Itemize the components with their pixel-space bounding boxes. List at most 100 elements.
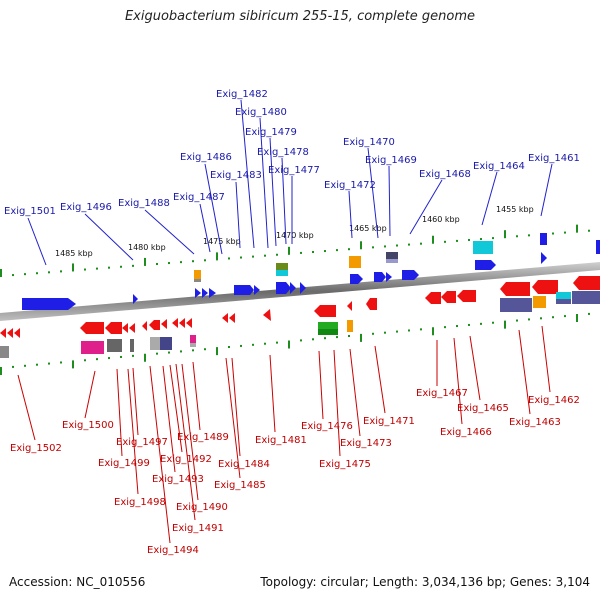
gene-arrow[interactable] <box>457 290 476 302</box>
gene-arrow[interactable] <box>475 260 496 270</box>
gene-arrow[interactable] <box>500 282 530 296</box>
gene-arrow[interactable] <box>386 272 392 282</box>
gene-arrow[interactable] <box>425 292 441 304</box>
gene-label[interactable]: Exig_1478 <box>257 147 309 158</box>
gene-block[interactable] <box>540 233 547 245</box>
gene-arrow[interactable] <box>222 313 228 323</box>
gene-label[interactable]: Exig_1498 <box>114 497 166 508</box>
gene-label[interactable]: Exig_1472 <box>324 180 376 191</box>
gene-block[interactable] <box>81 341 104 354</box>
gene-block[interactable] <box>194 270 201 279</box>
gene-label[interactable]: Exig_1493 <box>152 474 204 485</box>
gene-block[interactable] <box>150 337 160 350</box>
gene-block[interactable] <box>318 322 338 329</box>
gene-block[interactable] <box>349 256 361 268</box>
gene-label[interactable]: Exig_1483 <box>210 170 262 181</box>
gene-block[interactable] <box>347 320 353 332</box>
gene-arrow[interactable] <box>254 285 260 295</box>
gene-label[interactable]: Exig_1488 <box>118 198 170 209</box>
gene-arrow[interactable] <box>186 318 192 328</box>
gene-arrow[interactable] <box>122 323 128 333</box>
gene-label[interactable]: Exig_1477 <box>268 165 320 176</box>
gene-arrow[interactable] <box>532 280 558 294</box>
gene-label[interactable]: Exig_1502 <box>10 443 62 454</box>
gene-arrow[interactable] <box>0 328 6 338</box>
gene-block[interactable] <box>130 339 134 352</box>
gene-arrow[interactable] <box>133 294 138 304</box>
gene-label[interactable]: Exig_1481 <box>255 435 307 446</box>
gene-label[interactable]: Exig_1465 <box>457 403 509 414</box>
gene-block[interactable] <box>556 299 571 304</box>
gene-label[interactable]: Exig_1475 <box>319 459 371 470</box>
gene-arrow[interactable] <box>290 282 296 294</box>
gene-arrow[interactable] <box>161 319 167 329</box>
gene-label[interactable]: Exig_1473 <box>340 438 392 449</box>
gene-arrow[interactable] <box>7 328 13 338</box>
gene-arrow[interactable] <box>300 282 306 294</box>
gene-label[interactable]: Exig_1484 <box>218 459 270 470</box>
gene-arrow[interactable] <box>366 298 377 310</box>
gene-label[interactable]: Exig_1496 <box>60 202 112 213</box>
gene-block[interactable] <box>533 296 546 308</box>
gene-block[interactable] <box>276 263 288 270</box>
gene-block[interactable] <box>596 240 600 254</box>
gene-block[interactable] <box>572 291 600 304</box>
gene-label[interactable]: Exig_1485 <box>214 480 266 491</box>
gene-label[interactable]: Exig_1470 <box>343 137 395 148</box>
gene-arrow[interactable] <box>142 321 147 331</box>
gene-label[interactable]: Exig_1464 <box>473 161 525 172</box>
gene-arrow[interactable] <box>276 282 291 294</box>
gene-label[interactable]: Exig_1492 <box>160 454 212 465</box>
gene-label[interactable]: Exig_1466 <box>440 427 492 438</box>
gene-arrow[interactable] <box>22 298 76 310</box>
gene-label[interactable]: Exig_1482 <box>216 89 268 100</box>
gene-arrow[interactable] <box>202 288 208 298</box>
gene-arrow[interactable] <box>172 318 178 328</box>
gene-label[interactable]: Exig_1494 <box>147 545 199 556</box>
gene-block[interactable] <box>190 343 196 347</box>
gene-arrow[interactable] <box>350 274 363 284</box>
gene-arrow[interactable] <box>195 288 201 298</box>
gene-arrow[interactable] <box>263 309 271 321</box>
gene-arrow[interactable] <box>573 276 600 290</box>
gene-label[interactable]: Exig_1469 <box>365 155 417 166</box>
gene-block[interactable] <box>160 337 172 350</box>
gene-label[interactable]: Exig_1479 <box>245 127 297 138</box>
gene-arrow[interactable] <box>14 328 20 338</box>
gene-block[interactable] <box>190 335 196 343</box>
gene-arrow[interactable] <box>234 285 254 295</box>
gene-label[interactable]: Exig_1468 <box>419 169 471 180</box>
gene-arrow[interactable] <box>105 322 122 334</box>
gene-label[interactable]: Exig_1476 <box>301 421 353 432</box>
gene-block[interactable] <box>500 298 532 312</box>
gene-label[interactable]: Exig_1497 <box>116 437 168 448</box>
gene-label[interactable]: Exig_1489 <box>177 432 229 443</box>
gene-arrow[interactable] <box>179 318 185 328</box>
gene-label[interactable]: Exig_1501 <box>4 206 56 217</box>
gene-label[interactable]: Exig_1467 <box>416 388 468 399</box>
gene-arrow[interactable] <box>541 252 547 264</box>
gene-arrow[interactable] <box>209 288 216 298</box>
gene-block[interactable] <box>0 346 9 358</box>
gene-label[interactable]: Exig_1462 <box>528 395 580 406</box>
gene-block[interactable] <box>107 339 122 352</box>
gene-arrow[interactable] <box>80 322 104 334</box>
gene-block[interactable] <box>194 279 201 282</box>
gene-label[interactable]: Exig_1490 <box>176 502 228 513</box>
gene-block[interactable] <box>386 259 398 263</box>
gene-label[interactable]: Exig_1487 <box>173 192 225 203</box>
gene-label[interactable]: Exig_1480 <box>235 107 287 118</box>
gene-arrow[interactable] <box>441 291 456 303</box>
gene-label[interactable]: Exig_1471 <box>363 416 415 427</box>
gene-arrow[interactable] <box>347 301 352 311</box>
gene-arrow[interactable] <box>229 313 235 323</box>
gene-block[interactable] <box>473 241 493 254</box>
gene-arrow[interactable] <box>374 272 386 282</box>
gene-label[interactable]: Exig_1486 <box>180 152 232 163</box>
gene-label[interactable]: Exig_1463 <box>509 417 561 428</box>
gene-label[interactable]: Exig_1499 <box>98 458 150 469</box>
gene-block[interactable] <box>318 329 338 335</box>
gene-arrow[interactable] <box>314 305 336 317</box>
gene-block[interactable] <box>556 292 571 299</box>
gene-arrow[interactable] <box>402 270 419 280</box>
